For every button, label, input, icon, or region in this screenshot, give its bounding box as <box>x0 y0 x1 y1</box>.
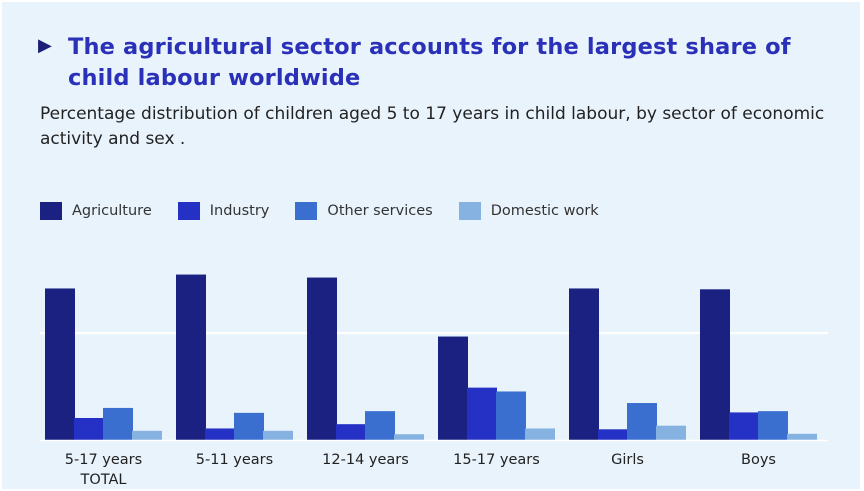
chart-subtitle: Percentage distribution of children aged… <box>40 104 825 149</box>
bar-industry <box>336 424 366 440</box>
x-tick-label: TOTAL <box>80 472 127 488</box>
bar-domestic-work <box>132 430 162 440</box>
bar-agriculture <box>176 274 206 440</box>
legend-label: Other services <box>327 203 433 219</box>
legend-label: Domestic work <box>490 203 599 219</box>
x-tick-label: 5-17 years <box>65 452 142 468</box>
x-tick-label: Boys <box>741 452 776 468</box>
bar-industry <box>729 412 759 440</box>
bar-domestic-work <box>525 428 555 440</box>
bar-other-services <box>758 411 788 440</box>
legend-item: Agriculture <box>40 202 152 220</box>
bar-domestic-work <box>394 434 424 440</box>
legend-label: Agriculture <box>72 203 152 219</box>
legend-swatch <box>458 202 481 220</box>
legend-swatch <box>40 202 62 220</box>
bar-domestic-work <box>656 425 686 440</box>
chart-legend: Agriculture Industry Other services Domesti… <box>40 200 625 222</box>
bar-agriculture <box>700 289 730 440</box>
bar-other-services <box>627 403 657 440</box>
bar-agriculture <box>569 288 599 440</box>
bar-other-services <box>496 391 526 440</box>
legend-item: Other services <box>295 202 433 220</box>
bar-industry <box>598 429 628 440</box>
bar-agriculture <box>45 288 75 440</box>
x-tick-label: 12-14 years <box>322 452 409 468</box>
legend-swatch <box>177 202 200 220</box>
title-arrow-icon: ▶ <box>38 35 52 56</box>
chart-title: The agricultural sector accounts for the… <box>68 34 791 91</box>
bar-other-services <box>365 411 395 440</box>
x-tick-label: 5-11 years <box>196 452 273 468</box>
legend-swatch <box>295 202 318 220</box>
x-tick-label: Girls <box>611 452 644 468</box>
bar-industry <box>467 387 497 440</box>
bar-agriculture <box>438 336 468 440</box>
x-tick-label: 15-17 years <box>453 452 540 468</box>
bar-other-services <box>103 407 133 440</box>
bar-domestic-work <box>263 430 293 440</box>
bar-other-services <box>234 412 264 440</box>
legend-item: Industry <box>177 202 270 220</box>
bar-domestic-work <box>787 433 817 440</box>
bar-industry <box>205 428 235 440</box>
bar-industry <box>74 417 104 440</box>
legend-item: Domestic work <box>458 202 599 220</box>
legend-label: Industry <box>209 203 270 219</box>
bar-agriculture <box>307 277 337 440</box>
